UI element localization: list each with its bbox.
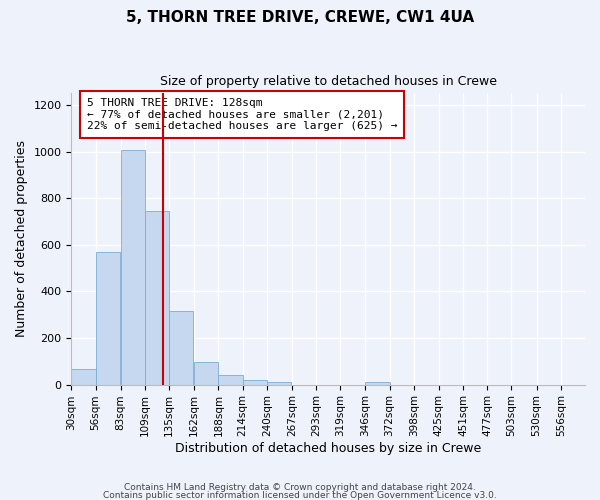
Text: 5, THORN TREE DRIVE, CREWE, CW1 4UA: 5, THORN TREE DRIVE, CREWE, CW1 4UA bbox=[126, 10, 474, 25]
Text: Contains public sector information licensed under the Open Government Licence v3: Contains public sector information licen… bbox=[103, 490, 497, 500]
Bar bbox=[267, 382, 291, 384]
Title: Size of property relative to detached houses in Crewe: Size of property relative to detached ho… bbox=[160, 75, 497, 88]
Bar bbox=[365, 382, 389, 384]
Bar bbox=[71, 370, 95, 384]
Bar bbox=[145, 211, 169, 384]
Y-axis label: Number of detached properties: Number of detached properties bbox=[15, 140, 28, 338]
Bar bbox=[95, 252, 120, 384]
Bar bbox=[242, 380, 267, 384]
Bar bbox=[194, 362, 218, 384]
Text: 5 THORN TREE DRIVE: 128sqm
← 77% of detached houses are smaller (2,201)
22% of s: 5 THORN TREE DRIVE: 128sqm ← 77% of deta… bbox=[87, 98, 397, 131]
Bar bbox=[121, 150, 145, 384]
Bar bbox=[169, 311, 193, 384]
Bar bbox=[218, 376, 242, 384]
Text: Contains HM Land Registry data © Crown copyright and database right 2024.: Contains HM Land Registry data © Crown c… bbox=[124, 484, 476, 492]
X-axis label: Distribution of detached houses by size in Crewe: Distribution of detached houses by size … bbox=[175, 442, 481, 455]
